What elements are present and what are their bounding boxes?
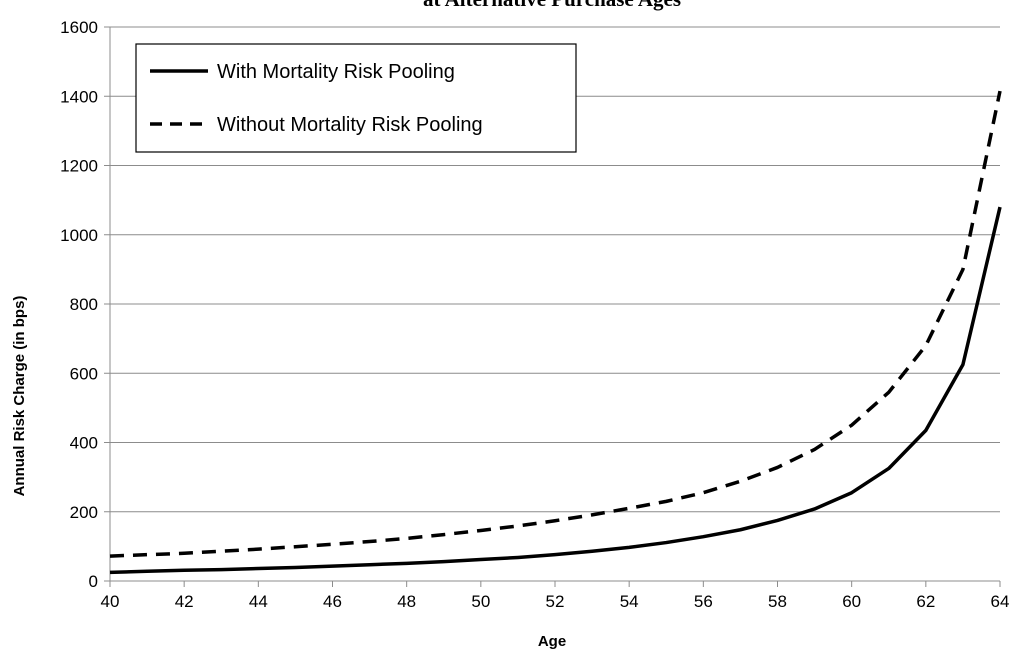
x-tick-label: 40 (101, 592, 120, 611)
y-tick-label: 600 (70, 364, 98, 383)
legend-box (135, 43, 577, 153)
x-tick-label: 44 (249, 592, 268, 611)
series-lines (109, 90, 1002, 575)
x-tick-label: 64 (991, 592, 1010, 611)
x-tick-label: 50 (471, 592, 490, 611)
y-tick-label: 1400 (60, 87, 98, 106)
y-tick-label: 200 (70, 503, 98, 522)
x-tick-label: 46 (323, 592, 342, 611)
y-tick-label: 0 (89, 572, 98, 591)
legend-label-without-pooling: Without Mortality Risk Pooling (217, 114, 483, 136)
x-axis-ticks: 40 42 44 46 48 50 52 54 56 58 60 62 64 (101, 581, 1010, 611)
series-line-without-pooling (109, 90, 1002, 558)
series-line-with-pooling (109, 206, 1002, 575)
y-axis-label: Annual Risk Charge (in bps) (11, 296, 28, 497)
x-tick-label: 52 (546, 592, 565, 611)
y-tick-label: 1600 (60, 18, 98, 37)
x-tick-label: 62 (916, 592, 935, 611)
y-axis-ticks: 0 200 400 600 800 1000 1200 1400 1600 (60, 18, 110, 591)
y-tick-label: 1200 (60, 157, 98, 176)
y-tick-label: 800 (70, 295, 98, 314)
y-tick-label: 1000 (60, 226, 98, 245)
chart-title: at Alternative Purchase Ages (423, 0, 681, 11)
x-axis-label: Age (538, 633, 566, 650)
x-tick-label: 48 (397, 592, 416, 611)
x-tick-label: 60 (842, 592, 861, 611)
legend-label-with-pooling: With Mortality Risk Pooling (217, 61, 455, 83)
x-tick-label: 58 (768, 592, 787, 611)
x-tick-label: 42 (175, 592, 194, 611)
legend: With Mortality Risk Pooling Without Mort… (135, 43, 577, 153)
x-tick-label: 56 (694, 592, 713, 611)
y-tick-label: 400 (70, 434, 98, 453)
x-tick-label: 54 (620, 592, 639, 611)
